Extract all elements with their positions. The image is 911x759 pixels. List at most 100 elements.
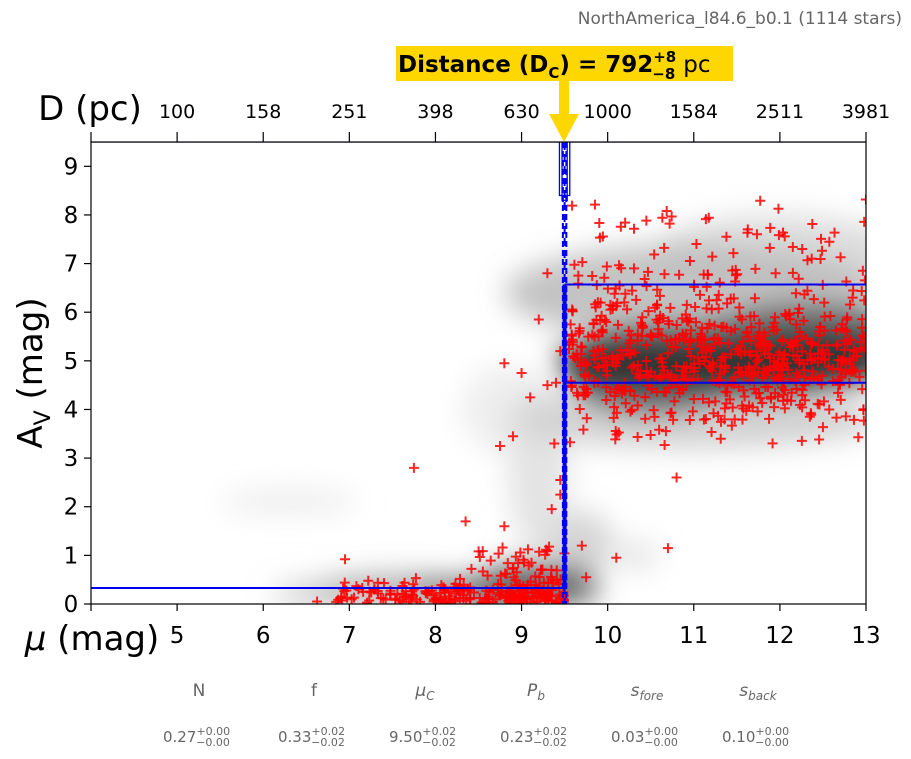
star-point xyxy=(773,203,784,214)
star-point xyxy=(567,339,578,350)
star-point xyxy=(719,403,730,414)
star-point xyxy=(581,572,592,583)
star-point xyxy=(493,588,504,599)
star-point xyxy=(737,370,748,381)
param-name: μC xyxy=(414,681,435,703)
star-point xyxy=(635,317,646,328)
star-point xyxy=(713,333,724,344)
star-point xyxy=(653,317,664,328)
star-point xyxy=(674,269,685,280)
star-point xyxy=(518,592,529,603)
star-point xyxy=(707,365,718,376)
star-point xyxy=(579,369,590,380)
star-point xyxy=(858,405,866,416)
star-point xyxy=(659,439,670,450)
x-tick-label: 10 xyxy=(593,623,622,649)
top-tick-label: 2511 xyxy=(756,101,804,123)
star-point xyxy=(684,415,695,426)
star-point xyxy=(645,429,656,440)
star-point xyxy=(700,413,711,424)
star-point xyxy=(816,379,827,390)
star-point xyxy=(720,386,731,397)
star-point xyxy=(639,274,650,285)
star-point xyxy=(632,329,643,340)
star-point xyxy=(596,310,607,321)
x-axis: 5 6 7 8 9 10 11 12 13 xyxy=(90,604,881,649)
star-point xyxy=(844,334,855,345)
star-point xyxy=(630,347,641,358)
star-point xyxy=(824,236,835,247)
star-point xyxy=(844,299,855,310)
star-point xyxy=(657,212,668,223)
top-tick-label: 630 xyxy=(503,101,539,123)
star-point xyxy=(538,577,549,588)
star-point xyxy=(706,427,717,438)
star-point xyxy=(769,402,780,413)
star-point xyxy=(752,356,763,367)
param-name: N xyxy=(193,681,206,701)
chart-title: NorthAmerica_l84.6_b0.1 (1114 stars) xyxy=(578,9,902,29)
star-point xyxy=(681,299,692,310)
star-point xyxy=(670,334,681,345)
star-point xyxy=(534,546,545,557)
star-point xyxy=(794,303,805,314)
star-point xyxy=(654,290,665,301)
star-point xyxy=(460,516,471,527)
star-point xyxy=(648,405,659,416)
star-point xyxy=(690,301,701,312)
star-point xyxy=(749,293,760,304)
y-axis-label: AV (mag) xyxy=(11,297,56,448)
star-point xyxy=(546,504,557,515)
star-point xyxy=(747,402,758,413)
top-tick-label: 3981 xyxy=(842,101,890,123)
star-point xyxy=(465,593,476,604)
star-point xyxy=(833,387,844,398)
star-point xyxy=(707,251,718,262)
star-point xyxy=(632,400,643,411)
star-point xyxy=(857,330,866,341)
y-tick-label: 9 xyxy=(64,154,79,180)
star-point xyxy=(635,365,646,376)
density-blob xyxy=(650,214,866,293)
x-tick-label: 6 xyxy=(256,623,271,649)
star-point xyxy=(629,223,640,234)
star-point xyxy=(668,414,679,425)
top-tick-label: 1584 xyxy=(670,101,718,123)
density-blob xyxy=(607,540,660,570)
star-point xyxy=(690,317,701,328)
star-point xyxy=(609,288,620,299)
star-point xyxy=(632,432,643,443)
star-point xyxy=(339,577,350,588)
star-point xyxy=(620,288,631,299)
star-point xyxy=(666,369,677,380)
star-point xyxy=(787,242,798,253)
star-point xyxy=(627,404,638,415)
star-point xyxy=(663,348,674,359)
star-point xyxy=(757,373,768,384)
star-point xyxy=(757,397,768,408)
star-point xyxy=(751,229,762,240)
star-point xyxy=(611,552,622,563)
star-point xyxy=(679,335,690,346)
star-point xyxy=(773,230,784,241)
star-point xyxy=(835,252,846,263)
star-point xyxy=(652,386,663,397)
star-point xyxy=(858,415,866,426)
star-point xyxy=(837,319,848,330)
star-point xyxy=(576,361,587,372)
star-point xyxy=(760,330,771,341)
star-point xyxy=(790,288,801,299)
star-point xyxy=(842,312,853,323)
star-point xyxy=(695,328,706,339)
star-point xyxy=(659,242,670,253)
star-point xyxy=(551,377,561,388)
star-point xyxy=(807,219,818,230)
star-point xyxy=(661,335,672,346)
star-point xyxy=(510,575,521,586)
y-tick-label: 3 xyxy=(64,446,79,472)
star-point xyxy=(454,573,465,584)
star-point xyxy=(818,396,829,407)
star-point xyxy=(576,342,587,353)
y-tick-label: 0 xyxy=(64,592,79,618)
star-point xyxy=(667,341,678,352)
